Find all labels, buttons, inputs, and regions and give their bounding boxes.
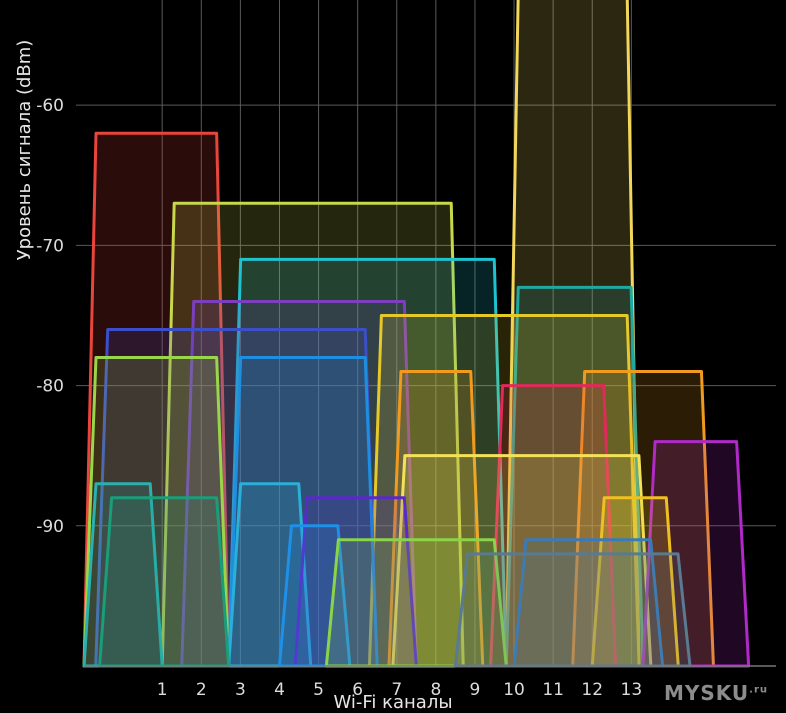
network-trace-18 <box>98 496 231 668</box>
x-tick-label: 2 <box>196 680 207 700</box>
y-tick-label: -70 <box>36 236 64 256</box>
y-tick-label: -60 <box>36 96 64 116</box>
x-tick-label: 13 <box>621 680 643 700</box>
watermark-logo: MYSKU.ru <box>664 681 768 705</box>
network-trace-24 <box>453 552 692 668</box>
watermark-text: MYSKU <box>663 681 750 705</box>
x-tick-label: 4 <box>274 680 285 700</box>
axes: -60-70-80-901 2 3 4 5 6 7 8 9 10 11 12 13 <box>36 96 776 700</box>
x-tick-label: 5 <box>313 680 324 700</box>
x-tick-label: 9 <box>470 680 481 700</box>
watermark-suffix: .ru <box>749 684 768 696</box>
x-tick-label: 3 <box>235 680 246 700</box>
x-tick-label: 10 <box>503 680 525 700</box>
x-tick-label: 11 <box>542 680 564 700</box>
y-tick-label: -90 <box>36 517 64 537</box>
x-tick-label: 1 <box>157 680 168 700</box>
x-axis-title: Wi-Fi каналы <box>333 692 452 713</box>
x-tick-label: 6 <box>352 680 363 700</box>
y-tick-label: -80 <box>36 377 64 397</box>
x-tick-label: 8 <box>430 680 441 700</box>
x-tick-label: 7 <box>391 680 402 700</box>
x-tick-label: 12 <box>581 680 603 700</box>
y-axis-title: Уровень сигнала (dBm) <box>14 40 35 261</box>
series-layer <box>82 0 751 668</box>
